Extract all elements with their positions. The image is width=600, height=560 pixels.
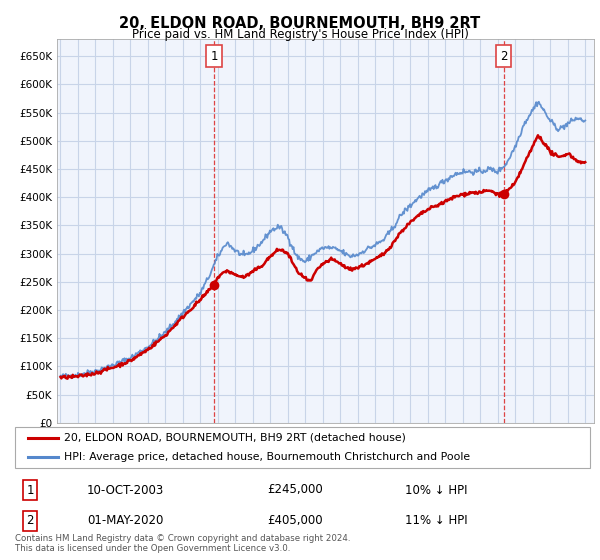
Text: £245,000: £245,000 xyxy=(267,483,323,497)
FancyBboxPatch shape xyxy=(15,427,590,468)
Text: 20, ELDON ROAD, BOURNEMOUTH, BH9 2RT (detached house): 20, ELDON ROAD, BOURNEMOUTH, BH9 2RT (de… xyxy=(64,433,406,443)
Text: 1: 1 xyxy=(26,483,34,497)
Text: HPI: Average price, detached house, Bournemouth Christchurch and Poole: HPI: Average price, detached house, Bour… xyxy=(64,452,470,462)
Text: 10-OCT-2003: 10-OCT-2003 xyxy=(87,483,164,497)
Text: 01-MAY-2020: 01-MAY-2020 xyxy=(87,514,163,528)
Text: 2: 2 xyxy=(26,514,34,528)
Text: 2: 2 xyxy=(500,50,508,63)
Text: 10% ↓ HPI: 10% ↓ HPI xyxy=(405,483,467,497)
Text: Contains HM Land Registry data © Crown copyright and database right 2024.
This d: Contains HM Land Registry data © Crown c… xyxy=(15,534,350,553)
Text: Price paid vs. HM Land Registry's House Price Index (HPI): Price paid vs. HM Land Registry's House … xyxy=(131,28,469,41)
Text: 1: 1 xyxy=(211,50,218,63)
Text: 11% ↓ HPI: 11% ↓ HPI xyxy=(405,514,467,528)
Text: £405,000: £405,000 xyxy=(267,514,323,528)
Text: 20, ELDON ROAD, BOURNEMOUTH, BH9 2RT: 20, ELDON ROAD, BOURNEMOUTH, BH9 2RT xyxy=(119,16,481,31)
